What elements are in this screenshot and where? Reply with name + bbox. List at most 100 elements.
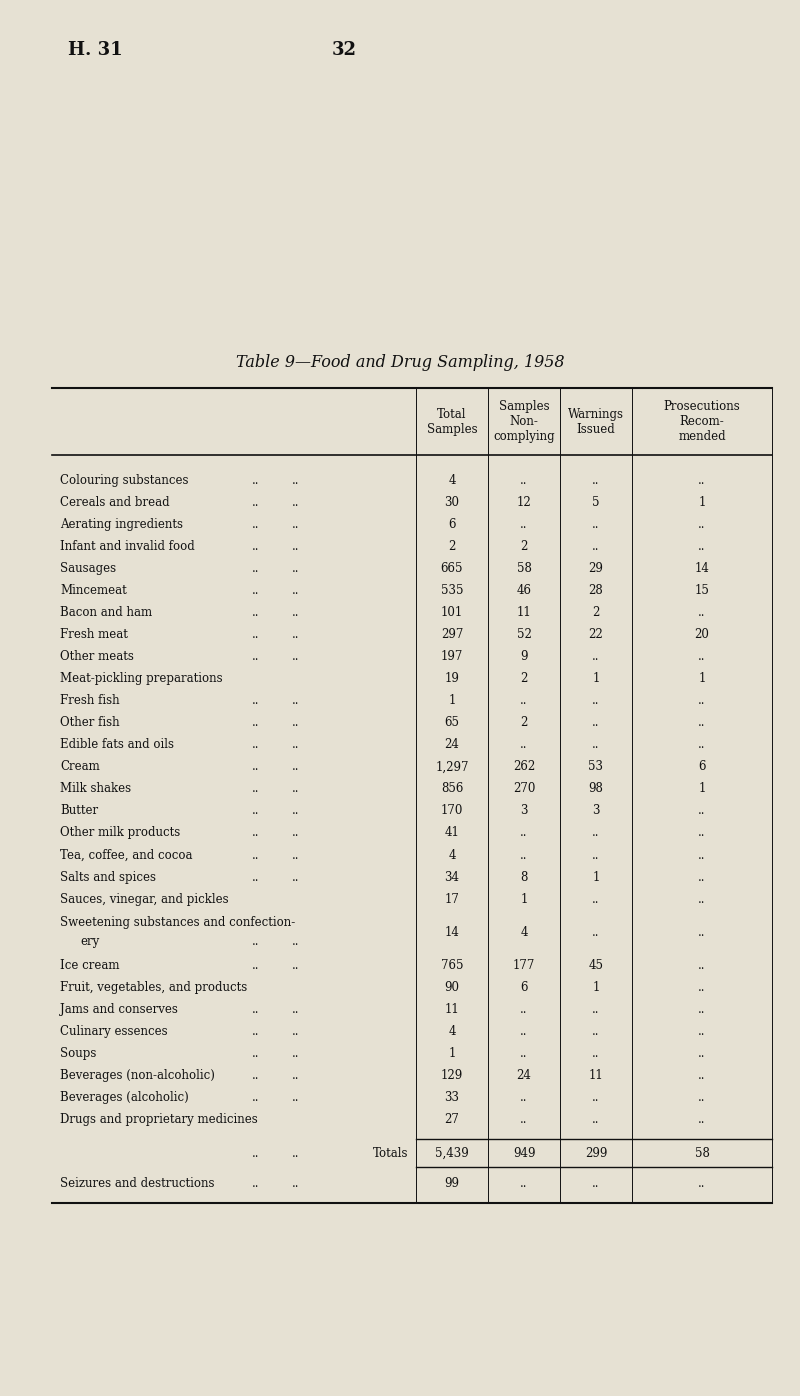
Text: Sweetening substances and confection-: Sweetening substances and confection- xyxy=(60,916,295,930)
Text: ..: .. xyxy=(292,694,300,708)
Text: ..: .. xyxy=(698,1002,706,1016)
Text: Beverages (alcoholic): Beverages (alcoholic) xyxy=(60,1092,189,1104)
Text: ..: .. xyxy=(698,849,706,861)
Text: ..: .. xyxy=(252,473,260,487)
Text: Aerating ingredients: Aerating ingredients xyxy=(60,518,183,530)
Text: 765: 765 xyxy=(441,959,463,972)
Text: 58: 58 xyxy=(694,1146,710,1160)
Text: ..: .. xyxy=(698,826,706,839)
Text: Culinary essences: Culinary essences xyxy=(60,1025,168,1039)
Text: ..: .. xyxy=(292,628,300,641)
Text: 1: 1 xyxy=(698,671,706,685)
Text: 45: 45 xyxy=(589,959,603,972)
Text: ..: .. xyxy=(292,473,300,487)
Text: 8: 8 xyxy=(520,871,528,884)
Text: 4: 4 xyxy=(448,473,456,487)
Text: 22: 22 xyxy=(589,628,603,641)
Text: 1: 1 xyxy=(448,1047,456,1060)
Text: 177: 177 xyxy=(513,959,535,972)
Text: ..: .. xyxy=(698,473,706,487)
Text: ..: .. xyxy=(592,540,600,553)
Text: Jams and conserves: Jams and conserves xyxy=(60,1002,178,1016)
Text: 19: 19 xyxy=(445,671,459,685)
Text: ..: .. xyxy=(252,1025,260,1039)
Text: 299: 299 xyxy=(585,1146,607,1160)
Text: Butter: Butter xyxy=(60,804,98,818)
Text: 17: 17 xyxy=(445,892,459,906)
Text: 20: 20 xyxy=(694,628,710,641)
Text: 2: 2 xyxy=(448,540,456,553)
Text: 11: 11 xyxy=(517,606,531,618)
Text: Beverages (non-alcoholic): Beverages (non-alcoholic) xyxy=(60,1069,215,1082)
Text: ..: .. xyxy=(520,1002,528,1016)
Text: ..: .. xyxy=(252,628,260,641)
Text: 99: 99 xyxy=(445,1177,459,1191)
Text: Bacon and ham: Bacon and ham xyxy=(60,606,152,618)
Text: ..: .. xyxy=(252,804,260,818)
Text: 14: 14 xyxy=(694,561,710,575)
Text: ..: .. xyxy=(292,1047,300,1060)
Text: ..: .. xyxy=(292,1092,300,1104)
Text: Mincemeat: Mincemeat xyxy=(60,584,126,597)
Text: ..: .. xyxy=(698,804,706,818)
Text: Sausages: Sausages xyxy=(60,561,116,575)
Text: Milk shakes: Milk shakes xyxy=(60,782,131,796)
Text: Meat-pickling preparations: Meat-pickling preparations xyxy=(60,671,222,685)
Text: Infant and invalid food: Infant and invalid food xyxy=(60,540,194,553)
Text: ..: .. xyxy=(698,1092,706,1104)
Text: ..: .. xyxy=(292,561,300,575)
Text: 27: 27 xyxy=(445,1113,459,1127)
Text: 1: 1 xyxy=(592,871,600,884)
Text: 1,297: 1,297 xyxy=(435,761,469,773)
Text: 6: 6 xyxy=(520,981,528,994)
Text: ..: .. xyxy=(698,540,706,553)
Text: 1: 1 xyxy=(448,694,456,708)
Text: ..: .. xyxy=(252,1092,260,1104)
Text: ..: .. xyxy=(698,1025,706,1039)
Text: ..: .. xyxy=(252,694,260,708)
Text: ..: .. xyxy=(698,959,706,972)
Text: ..: .. xyxy=(252,651,260,663)
Text: ..: .. xyxy=(292,849,300,861)
Text: ..: .. xyxy=(292,1002,300,1016)
Text: ..: .. xyxy=(292,584,300,597)
Text: 34: 34 xyxy=(445,871,459,884)
Text: Fresh meat: Fresh meat xyxy=(60,628,128,641)
Text: ..: .. xyxy=(252,871,260,884)
Text: ..: .. xyxy=(252,1069,260,1082)
Text: Ice cream: Ice cream xyxy=(60,959,119,972)
Text: ..: .. xyxy=(292,540,300,553)
Text: Cereals and bread: Cereals and bread xyxy=(60,496,170,508)
Text: ..: .. xyxy=(592,694,600,708)
Text: ..: .. xyxy=(698,871,706,884)
Text: 2: 2 xyxy=(520,540,528,553)
Text: 33: 33 xyxy=(445,1092,459,1104)
Text: ..: .. xyxy=(252,761,260,773)
Text: 90: 90 xyxy=(445,981,459,994)
Text: ..: .. xyxy=(520,849,528,861)
Text: Samples
Non-
complying: Samples Non- complying xyxy=(493,401,555,443)
Text: ..: .. xyxy=(292,935,300,948)
Text: ..: .. xyxy=(520,473,528,487)
Text: ..: .. xyxy=(520,518,528,530)
Text: Other milk products: Other milk products xyxy=(60,826,180,839)
Text: ..: .. xyxy=(252,849,260,861)
Text: ..: .. xyxy=(252,1177,260,1191)
Text: ..: .. xyxy=(592,1177,600,1191)
Text: 28: 28 xyxy=(589,584,603,597)
Text: 270: 270 xyxy=(513,782,535,796)
Text: Colouring substances: Colouring substances xyxy=(60,473,189,487)
Text: ..: .. xyxy=(292,871,300,884)
Text: ..: .. xyxy=(698,1047,706,1060)
Text: ..: .. xyxy=(252,738,260,751)
Text: ..: .. xyxy=(292,959,300,972)
Text: 6: 6 xyxy=(448,518,456,530)
Text: ..: .. xyxy=(698,518,706,530)
Text: H. 31: H. 31 xyxy=(68,42,122,59)
Text: 9: 9 xyxy=(520,651,528,663)
Text: ..: .. xyxy=(252,826,260,839)
Text: Table 9—Food and Drug Sampling, 1958: Table 9—Food and Drug Sampling, 1958 xyxy=(236,355,564,371)
Text: Drugs and proprietary medicines: Drugs and proprietary medicines xyxy=(60,1113,258,1127)
Text: ..: .. xyxy=(520,1177,528,1191)
Text: ..: .. xyxy=(252,716,260,729)
